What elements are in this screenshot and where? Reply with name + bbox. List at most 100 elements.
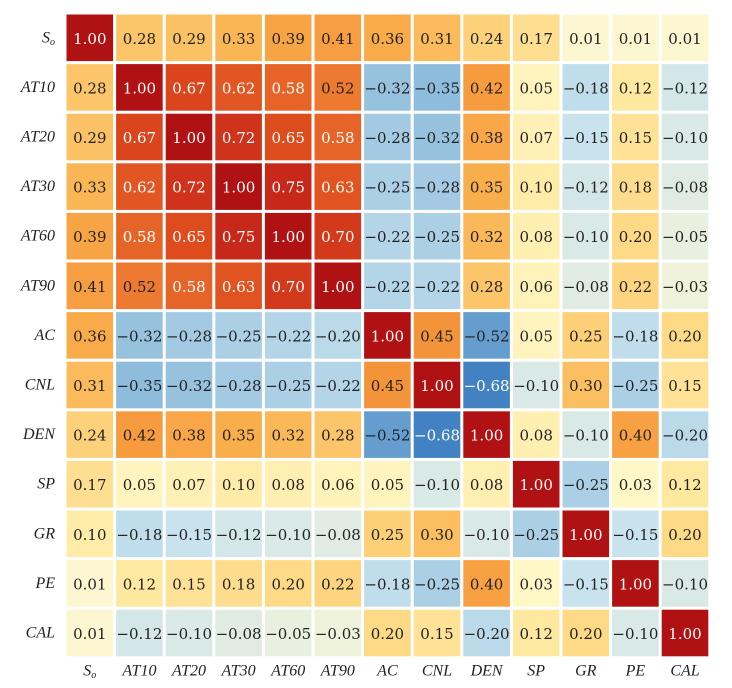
col-label-gr: GR (575, 662, 597, 679)
cell-value-label: 0.01 (668, 30, 701, 48)
cell-value-label: −0.18 (612, 327, 658, 345)
row-label-at90: AT90 (20, 277, 55, 294)
heatmap-cell (215, 163, 262, 210)
cell-value-label: −0.20 (315, 327, 361, 345)
cell-value-label: −0.32 (166, 377, 212, 395)
heatmap-cell (364, 460, 411, 508)
cell-value-label: 0.75 (222, 228, 255, 246)
heatmap-cell (66, 609, 114, 657)
cell-value-label: 0.05 (519, 79, 552, 97)
cell-value-label: 0.52 (123, 278, 156, 296)
heatmap-cell (364, 14, 411, 62)
heatmap-cell (463, 609, 510, 657)
col-label-cnl: CNL (422, 662, 452, 679)
heatmap-cell (364, 361, 411, 409)
cell-value-label: 0.24 (470, 30, 503, 48)
cell-value-label: −0.25 (612, 377, 658, 395)
heatmap-cell (215, 312, 262, 359)
cell-value-label: 0.05 (371, 476, 404, 494)
heatmap-cell (612, 163, 659, 210)
cell-value-label: 0.10 (519, 179, 552, 197)
cell-value-label: −0.08 (216, 625, 262, 643)
cell-value-label: −0.28 (414, 179, 460, 197)
cell-value-label: 0.38 (470, 129, 503, 147)
cell-value-label: −0.12 (662, 79, 708, 97)
heatmap-cell (66, 14, 114, 62)
cell-value-label: 0.22 (321, 575, 354, 593)
cell-value-label: 1.00 (668, 625, 701, 643)
row-label-at10: AT10 (20, 79, 55, 96)
heatmap-cell (314, 14, 362, 62)
heatmap-cell (612, 510, 659, 558)
cell-value-label: −0.10 (662, 129, 708, 147)
cell-value-label: 1.00 (271, 228, 304, 246)
heatmap-cell (364, 262, 411, 310)
heatmap-cell (562, 460, 610, 508)
cell-value-label: −0.08 (662, 179, 708, 197)
heatmap-cell (116, 460, 163, 508)
heatmap-cell (562, 510, 610, 558)
heatmap-cell (264, 411, 312, 458)
heatmap-cell (215, 411, 262, 458)
cell-value-label: 0.12 (519, 625, 552, 643)
heatmap-cell (165, 312, 213, 359)
heatmap-cell (264, 460, 312, 508)
heatmap-cell (314, 163, 362, 210)
heatmap-cell (314, 609, 362, 657)
heatmap-cell (413, 14, 461, 62)
row-labels: So AT10 AT20 AT30 AT60 AT90 AC CNL DEN SP GR PE CAL (20, 29, 56, 641)
cell-value-label: 0.32 (470, 228, 503, 246)
heatmap-cell (116, 212, 163, 260)
cell-value-label: 0.17 (519, 30, 552, 48)
heatmap-cell (612, 113, 659, 161)
cell-value-label: −0.68 (464, 377, 510, 395)
cell-value-label: 0.35 (470, 179, 503, 197)
heatmap-cell (661, 212, 709, 260)
heatmap-cell (264, 560, 312, 607)
heatmap-cell (364, 312, 411, 359)
col-label-cal: CAL (670, 662, 699, 679)
cell-value-label: 0.65 (172, 228, 205, 246)
heatmap-cell (66, 312, 114, 359)
cell-value-label: −0.08 (315, 526, 361, 544)
heatmap-cell (562, 212, 610, 260)
heatmap-cell (512, 212, 560, 260)
cell-value-label: 0.38 (172, 427, 205, 445)
heatmap-cell (116, 113, 163, 161)
cell-value-label: −0.35 (414, 79, 460, 97)
cell-value-label: −0.03 (662, 278, 708, 296)
cell-value-label: 0.12 (619, 79, 652, 97)
cell-value-label: −0.08 (563, 278, 609, 296)
cell-value-label: 0.45 (420, 327, 453, 345)
heatmap-cell (264, 361, 312, 409)
heatmap-cell (512, 361, 560, 409)
cell-value-label: −0.15 (166, 526, 212, 544)
heatmap-cell (612, 411, 659, 458)
heatmap-cell (66, 163, 114, 210)
cell-value-label: 0.41 (321, 30, 354, 48)
cell-value-label: 1.00 (172, 129, 205, 147)
heatmap-cell (413, 163, 461, 210)
cell-value-label: 0.63 (222, 278, 255, 296)
cell-value-label: 0.05 (123, 476, 156, 494)
heatmap-cell (364, 560, 411, 607)
cell-value-label: −0.52 (364, 427, 410, 445)
cell-value-label: 0.63 (321, 179, 354, 197)
heatmap-cell (661, 312, 709, 359)
heatmap-cell (165, 411, 213, 458)
cell-value-label: 0.01 (73, 625, 106, 643)
cell-value-label: 0.08 (271, 476, 304, 494)
cell-value-label: −0.28 (364, 129, 410, 147)
row-label-ac: AC (34, 327, 56, 344)
heatmap-cell (612, 312, 659, 359)
heatmap-cell (661, 510, 709, 558)
cell-value-label: −0.10 (166, 625, 212, 643)
heatmap-cell (66, 560, 114, 607)
heatmap-cell (661, 460, 709, 508)
heatmap-cell (66, 212, 114, 260)
heatmap-cell (413, 609, 461, 657)
cell-value-label: −0.22 (364, 228, 410, 246)
cell-value-label: 0.20 (371, 625, 404, 643)
cell-value-label: 0.70 (321, 228, 354, 246)
heatmap-cell (463, 560, 510, 607)
